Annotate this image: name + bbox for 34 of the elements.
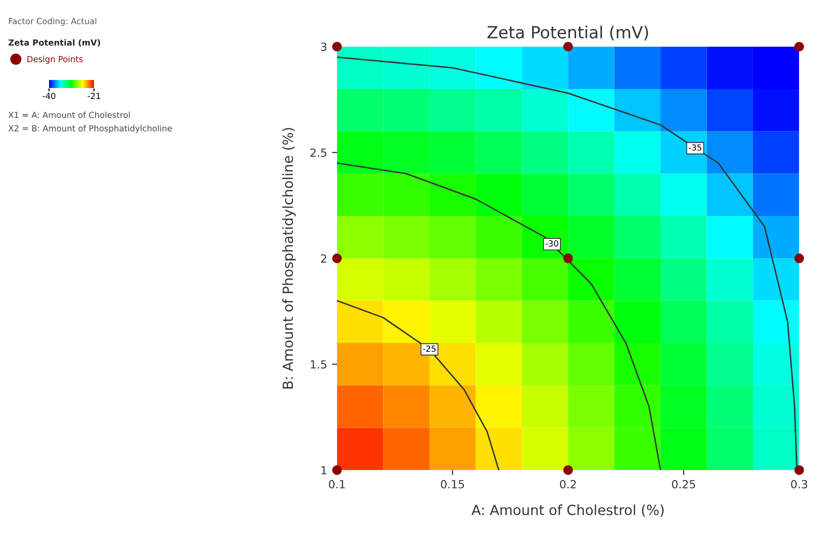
line-series [337, 300, 500, 470]
text: Factor Coding: Actual [9, 18, 96, 26]
point [332, 465, 342, 475]
y-tick-label: 2.5 [310, 148, 326, 157]
point [563, 42, 573, 52]
y-tick-label: 1 [321, 466, 326, 474]
x-axis-title: A: Amount of Cholestrol (%) [471, 504, 664, 517]
x-tick-label: 0.2 [560, 480, 576, 488]
chart-title: Zeta Potential (mV) [488, 26, 648, 40]
text: X2 = B: Amount of Phosphatidylcholine [8, 124, 172, 134]
y-axis-title: B: Amount of Phosphatidylcholine (%) [282, 128, 296, 389]
point [794, 465, 804, 475]
y-tick-label: 3 [321, 42, 326, 52]
annotation: -35 [688, 144, 702, 151]
x-tick-label: 0.15 [440, 480, 464, 488]
x-tick-label: 0.25 [672, 480, 696, 488]
color-bar-title: Zeta Potential (mV) [8, 39, 100, 47]
legend-label: Design Points [27, 56, 83, 64]
x-tick-label: 0.3 [791, 480, 808, 488]
point [794, 42, 804, 52]
annotation: -25 [423, 346, 436, 352]
x-tick-label: 0.1 [328, 480, 345, 488]
point [794, 254, 804, 264]
point [332, 254, 342, 264]
annotation: -30 [546, 240, 558, 247]
point [563, 254, 573, 264]
color-bar-label: -40 [42, 92, 56, 100]
point [332, 42, 342, 52]
y-tick-label: 1.5 [310, 360, 326, 369]
text: X1 = A: Amount of Cholestrol [8, 112, 130, 118]
color-bar-label: -21 [88, 92, 100, 99]
line-series [337, 162, 662, 470]
y-tick-label: 2 [321, 254, 326, 263]
point [563, 465, 573, 475]
